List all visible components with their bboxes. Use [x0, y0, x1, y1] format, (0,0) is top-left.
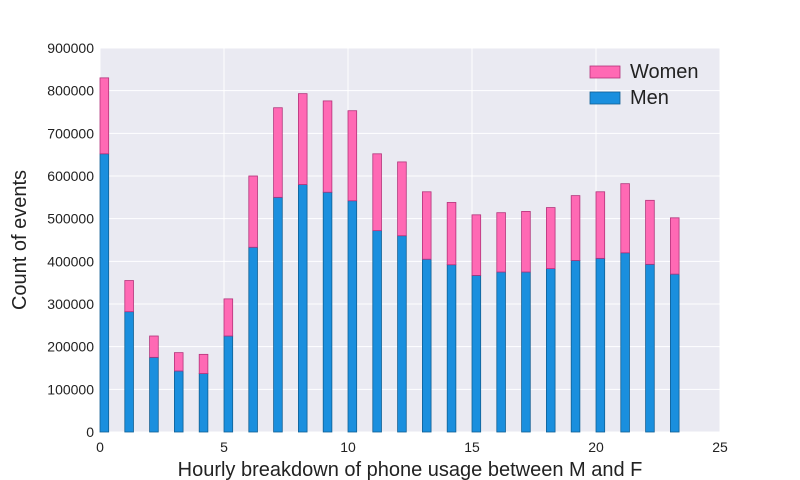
- x-tick-label: 15: [464, 439, 480, 455]
- bar-women-hour-3: [173, 352, 184, 372]
- bar-men-hour-12: [397, 235, 407, 433]
- bar-women-hour-0: [99, 77, 110, 155]
- bar-men-hour-11: [372, 230, 382, 433]
- x-tick-label: 0: [96, 439, 104, 455]
- bar-women-hour-7: [273, 107, 283, 198]
- x-tick-label: 5: [220, 439, 228, 455]
- bar-men-hour-2: [149, 356, 159, 433]
- y-axis-label: Count of events: [9, 170, 31, 310]
- bar-women-hour-2: [149, 335, 159, 358]
- bar-men-hour-21: [620, 252, 630, 433]
- bar-men-hour-22: [645, 263, 655, 433]
- bar-women-hour-6: [248, 175, 258, 248]
- legend-label-women: Women: [630, 61, 699, 83]
- y-tick-label: 100000: [47, 381, 94, 397]
- bar-men-hour-16: [496, 271, 506, 433]
- bar-women-hour-1: [124, 280, 134, 313]
- y-tick-label: 500000: [47, 211, 94, 227]
- bar-men-hour-23: [670, 273, 680, 433]
- bar-women-hour-21: [620, 183, 630, 254]
- bar-men-hour-17: [521, 271, 531, 433]
- bar-women-hour-5: [223, 298, 234, 337]
- bar-women-hour-22: [645, 199, 655, 265]
- bar-women-hour-8: [297, 93, 308, 185]
- y-tick-label: 400000: [47, 253, 94, 269]
- bars-group: [99, 77, 680, 433]
- bar-women-hour-11: [372, 153, 382, 232]
- bar-women-hour-15: [471, 214, 482, 276]
- bar-women-hour-20: [595, 191, 606, 259]
- bar-men-hour-18: [546, 268, 556, 433]
- bar-men-hour-5: [223, 335, 234, 433]
- bar-women-hour-18: [546, 207, 556, 269]
- bar-women-hour-14: [446, 202, 457, 266]
- bar-men-hour-15: [471, 275, 482, 433]
- legend: Women Men: [589, 61, 699, 109]
- y-tick-labels: 0 100000 200000 300000 400000 500000 600000 700…: [47, 40, 94, 440]
- bar-women-hour-16: [496, 212, 506, 273]
- bar-men-hour-1: [124, 311, 134, 433]
- legend-swatch-women: [589, 65, 621, 79]
- y-tick-label: 700000: [47, 125, 94, 141]
- bar-men-hour-6: [248, 246, 258, 433]
- bar-women-hour-10: [347, 110, 358, 202]
- bar-men-hour-20: [595, 257, 606, 433]
- bar-men-hour-7: [273, 196, 283, 433]
- bar-men-hour-0: [99, 153, 110, 433]
- x-tick-labels: 0 5 10 15 20 25: [96, 439, 728, 455]
- bar-women-hour-17: [521, 211, 531, 273]
- bar-women-hour-9: [322, 100, 333, 193]
- y-tick-label: 800000: [47, 83, 94, 99]
- bar-women-hour-13: [421, 191, 432, 260]
- bar-men-hour-10: [347, 200, 358, 433]
- x-tick-label: 20: [588, 439, 604, 455]
- bar-men-hour-8: [297, 184, 308, 433]
- y-tick-label: 900000: [47, 40, 94, 56]
- y-tick-label: 200000: [47, 339, 94, 355]
- bar-men-hour-19: [570, 260, 581, 433]
- y-tick-label: 300000: [47, 296, 94, 312]
- y-tick-label: 600000: [47, 168, 94, 184]
- bar-women-hour-12: [397, 161, 407, 237]
- bar-women-hour-19: [570, 195, 581, 261]
- legend-label-men: Men: [630, 87, 669, 109]
- x-tick-label: 25: [712, 439, 728, 455]
- x-axis-label: Hourly breakdown of phone usage between …: [178, 459, 643, 480]
- x-tick-label: 10: [340, 439, 356, 455]
- bar-men-hour-9: [322, 191, 333, 433]
- bar-men-hour-14: [446, 264, 457, 433]
- bar-men-hour-13: [421, 258, 432, 433]
- bar-men-hour-3: [173, 370, 184, 433]
- legend-swatch-men: [589, 91, 621, 105]
- bar-men-hour-4: [198, 373, 209, 433]
- bar-women-hour-4: [198, 353, 209, 374]
- y-tick-label: 0: [86, 424, 94, 440]
- bar-women-hour-23: [670, 217, 680, 275]
